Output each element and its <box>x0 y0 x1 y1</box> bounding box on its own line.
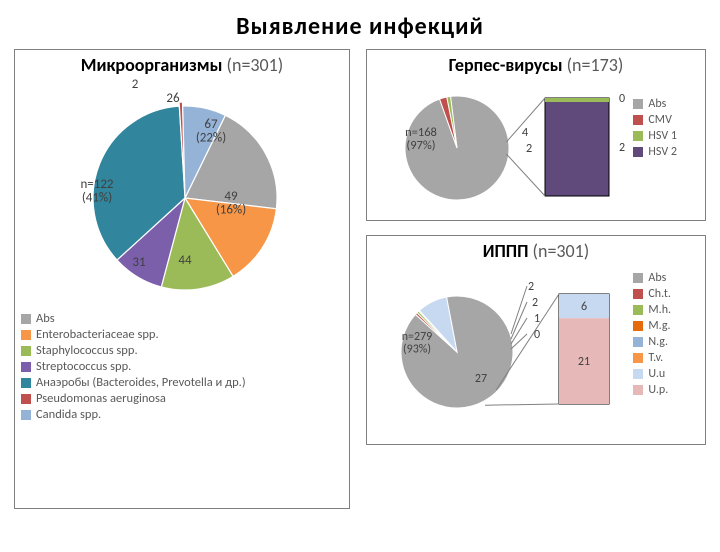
legend-swatch <box>633 147 643 157</box>
legend-label: Abs <box>36 311 55 326</box>
svg-text:2: 2 <box>619 141 625 155</box>
legend-item: Streptococcus spp. <box>21 359 343 374</box>
sti-title-n: (n=301) <box>533 240 590 262</box>
svg-text:2: 2 <box>526 141 532 156</box>
herpes-title-bold: Герпес-вирусы <box>449 54 563 76</box>
legend-item: HSV 2 <box>633 145 699 159</box>
legend-item: N.g. <box>633 335 699 349</box>
legend-item: Enterobacteriaceae spp. <box>21 327 343 342</box>
legend-item: M.h. <box>633 303 699 317</box>
legend-swatch <box>21 314 31 324</box>
legend-label: Abs <box>648 271 666 285</box>
sti-title: ИППП (n=301) <box>367 240 705 262</box>
legend-swatch <box>633 369 643 379</box>
svg-text:44: 44 <box>178 253 192 268</box>
svg-text:(16%): (16%) <box>216 203 246 218</box>
svg-text:2: 2 <box>532 296 538 310</box>
micro-pie: 67(22%)49(16%)4431n=122(41%)226 <box>15 78 351 308</box>
legend-item: M.g. <box>633 319 699 333</box>
legend-item: Abs <box>633 271 699 285</box>
legend-swatch <box>633 289 643 299</box>
legend-label: Staphylococcus spp. <box>36 343 138 358</box>
svg-text:26: 26 <box>166 91 180 106</box>
legend-label: M.h. <box>648 303 671 317</box>
herpes-title: Герпес-вирусы (n=173) <box>367 54 705 76</box>
legend-item: Abs <box>633 97 699 111</box>
legend-item: CMV <box>633 113 699 127</box>
legend-swatch <box>633 385 643 395</box>
legend-item: Staphylococcus spp. <box>21 343 343 358</box>
panels: Микроорганизмы (n=301) 67(22%)49(16%)443… <box>0 49 720 509</box>
legend-label: Streptococcus spp. <box>36 359 131 374</box>
legend-swatch <box>21 346 31 356</box>
legend-swatch <box>21 330 31 340</box>
legend-label: U.u <box>648 367 665 381</box>
legend-swatch <box>21 410 31 420</box>
legend-label: CMV <box>648 113 671 127</box>
svg-text:4: 4 <box>522 125 529 140</box>
herpes-chart: n=168(97%)4202 <box>367 78 627 218</box>
svg-text:27: 27 <box>475 372 487 386</box>
legend-label: HSV 2 <box>648 145 677 159</box>
svg-text:2: 2 <box>528 280 534 294</box>
legend-swatch <box>633 99 643 109</box>
legend-item: U.u <box>633 367 699 381</box>
legend-label: Abs <box>648 97 666 111</box>
svg-text:21: 21 <box>578 355 590 369</box>
micro-legend: AbsEnterobacteriaceae spp.Staphylococcus… <box>15 308 349 429</box>
micro-title-n: (n=301) <box>227 54 284 76</box>
micro-chart: 67(22%)49(16%)4431n=122(41%)226 <box>15 78 349 308</box>
legend-label: Анаэробы (Bacteroides, Prevotella и др.) <box>36 375 246 390</box>
svg-text:0: 0 <box>619 92 625 106</box>
legend-swatch <box>21 378 31 388</box>
svg-text:6: 6 <box>581 300 587 314</box>
legend-swatch <box>633 305 643 315</box>
legend-item: Abs <box>21 311 343 326</box>
legend-item: HSV 1 <box>633 129 699 143</box>
legend-label: T.v. <box>648 351 663 365</box>
panel-herpes: Герпес-вирусы (n=173) n=168(97%)4202 Abs… <box>366 49 706 221</box>
legend-label: M.g. <box>648 319 670 333</box>
micro-title: Микроорганизмы (n=301) <box>15 54 349 76</box>
legend-label: U.p. <box>648 383 668 397</box>
panel-microorganisms: Микроорганизмы (n=301) 67(22%)49(16%)443… <box>14 49 350 509</box>
legend-swatch <box>633 353 643 363</box>
herpes-title-n: (n=173) <box>567 54 624 76</box>
svg-text:(41%): (41%) <box>82 191 112 206</box>
svg-text:2: 2 <box>132 78 139 92</box>
legend-item: T.v. <box>633 351 699 365</box>
legend-swatch <box>633 337 643 347</box>
page-title: Выявление инфекций <box>0 12 720 41</box>
herpes-legend: Abs CMV HSV 1 HSV 2 <box>627 78 705 218</box>
legend-swatch <box>633 131 643 141</box>
micro-title-bold: Микроорганизмы <box>81 54 223 76</box>
sti-title-bold: ИППП <box>483 240 529 262</box>
legend-label: Enterobacteriaceae spp. <box>36 327 159 342</box>
svg-text:(97%): (97%) <box>406 138 435 153</box>
legend-swatch <box>633 273 643 283</box>
legend-swatch <box>633 115 643 125</box>
legend-label: Candida spp. <box>36 407 101 422</box>
legend-swatch <box>21 394 31 404</box>
legend-item: Pseudomonas aeruginosa <box>21 391 343 406</box>
svg-text:(22%): (22%) <box>196 131 226 146</box>
panel-sti: ИППП (n=301) n=279(93%)221027621 AbsCh.t… <box>366 235 706 445</box>
legend-swatch <box>633 321 643 331</box>
legend-item: Анаэробы (Bacteroides, Prevotella и др.) <box>21 375 343 390</box>
sti-legend: Abs Ch.t. M.h. M.g. N.g. T.v. U.u U.p. <box>627 264 705 440</box>
legend-label: Pseudomonas aeruginosa <box>36 391 166 406</box>
legend-item: U.p. <box>633 383 699 397</box>
legend-label: Ch.t. <box>648 287 671 301</box>
legend-label: HSV 1 <box>648 129 677 143</box>
legend-label: N.g. <box>648 335 668 349</box>
legend-item: Ch.t. <box>633 287 699 301</box>
legend-swatch <box>21 362 31 372</box>
legend-item: Candida spp. <box>21 407 343 422</box>
svg-text:31: 31 <box>132 255 145 270</box>
sti-chart: n=279(93%)221027621 <box>367 264 627 440</box>
svg-text:(93%): (93%) <box>403 343 431 357</box>
